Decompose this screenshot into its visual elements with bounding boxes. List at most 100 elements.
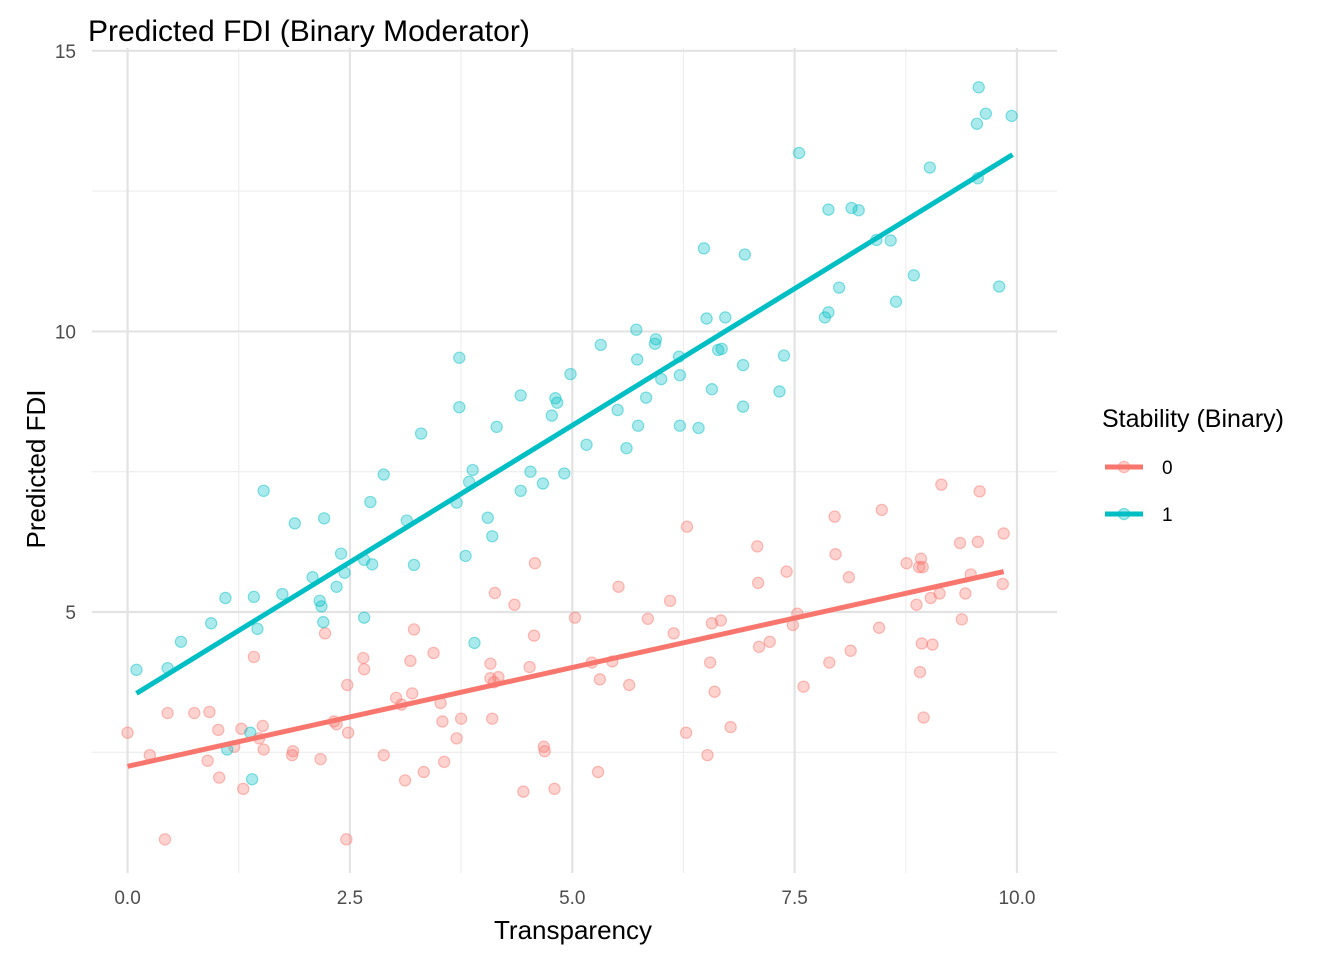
data-point-0 — [377, 748, 390, 762]
data-point-0 — [486, 712, 499, 725]
data-point-0 — [996, 577, 1009, 591]
data-point-1 — [414, 427, 428, 440]
data-point-0 — [900, 557, 913, 570]
data-point-1 — [736, 400, 750, 413]
data-point-1 — [564, 367, 577, 381]
data-point-0 — [257, 743, 270, 756]
data-point-0 — [714, 614, 728, 627]
data-point-1 — [673, 368, 687, 382]
data-point-0 — [913, 665, 927, 679]
data-point-0 — [971, 535, 985, 549]
data-point-1 — [736, 358, 750, 372]
data-point-0 — [357, 663, 371, 676]
data-point-0 — [663, 594, 677, 608]
legend-key-point — [1117, 507, 1131, 521]
data-point-0 — [407, 623, 421, 636]
data-point-1 — [773, 385, 786, 398]
data-point-0 — [201, 754, 214, 767]
data-point-1 — [649, 333, 663, 346]
data-point-1 — [549, 392, 562, 405]
data-point-0 — [751, 540, 764, 553]
data-point-1 — [738, 248, 752, 261]
data-point-1 — [631, 353, 644, 366]
data-point-0 — [924, 591, 937, 605]
data-point-0 — [341, 726, 355, 739]
data-point-1 — [580, 438, 593, 451]
data-point-0 — [926, 638, 939, 651]
data-point-1 — [377, 468, 390, 481]
data-point-1 — [334, 547, 348, 560]
data-point-1 — [514, 389, 527, 402]
y-axis-title: Predicted FDI — [21, 390, 51, 549]
data-point-0 — [955, 613, 969, 626]
data-point-1 — [453, 400, 466, 414]
data-point-0 — [763, 635, 776, 648]
data-point-0 — [256, 719, 269, 733]
x-tick-label: 2.5 — [337, 888, 363, 909]
data-point-0 — [829, 548, 842, 561]
data-point-0 — [842, 571, 856, 584]
data-point-1 — [818, 311, 832, 324]
data-point-1 — [545, 409, 559, 422]
data-point-0 — [953, 536, 967, 550]
data-point-1 — [453, 351, 466, 364]
data-point-0 — [593, 673, 607, 686]
data-point-0 — [285, 748, 299, 762]
data-point-1 — [970, 117, 984, 130]
data-point-0 — [780, 565, 793, 578]
data-point-0 — [454, 712, 468, 725]
data-point-0 — [188, 706, 201, 720]
data-point-0 — [121, 726, 134, 739]
data-point-1 — [705, 383, 719, 396]
data-point-1 — [639, 391, 653, 404]
data-point-1 — [288, 517, 301, 530]
data-point-0 — [591, 765, 605, 779]
data-point-1 — [884, 234, 897, 247]
legend-label: 0 — [1162, 458, 1173, 479]
data-point-1 — [257, 484, 270, 498]
data-point-1 — [972, 81, 985, 94]
data-point-0 — [508, 598, 521, 611]
data-point-0 — [612, 580, 625, 593]
data-point-0 — [357, 651, 370, 665]
data-point-1 — [466, 463, 479, 477]
data-point-0 — [959, 587, 972, 600]
data-point-0 — [523, 660, 536, 674]
data-point-1 — [481, 511, 494, 524]
legend-title: Stability (Binary) — [1102, 405, 1284, 433]
data-point-1 — [594, 338, 607, 352]
y-tick-label: 15 — [55, 42, 76, 63]
data-point-0 — [823, 656, 836, 669]
data-point-0 — [438, 755, 451, 769]
data-point-1 — [907, 269, 921, 282]
legend: Stability (Binary) 01 — [1102, 405, 1284, 526]
data-point-0 — [212, 723, 225, 737]
data-point-1 — [174, 635, 188, 648]
data-point-0 — [161, 706, 174, 720]
data-point-0 — [679, 726, 693, 739]
x-tick-label: 5.0 — [559, 888, 585, 909]
data-point-1 — [536, 477, 550, 490]
data-point-0 — [875, 503, 888, 517]
data-point-1 — [330, 580, 343, 593]
data-point-0 — [910, 598, 923, 611]
data-point-1 — [822, 203, 835, 216]
data-point-1 — [648, 337, 662, 350]
y-tick-label: 10 — [55, 322, 76, 343]
legend-entries: 01 — [1105, 458, 1173, 526]
data-point-1 — [490, 420, 503, 434]
data-point-1 — [357, 611, 371, 624]
data-point-1 — [524, 465, 537, 478]
data-point-1 — [631, 419, 645, 432]
data-point-0 — [436, 715, 449, 728]
fit-line-1 — [135, 152, 1014, 696]
y-axis-ticks: 5 10 15 — [55, 42, 76, 624]
data-point-0 — [872, 621, 886, 634]
x-axis-title: Transparency — [494, 915, 652, 945]
data-point-0 — [797, 680, 810, 693]
data-point-0 — [158, 833, 172, 846]
data-point-1 — [620, 441, 633, 455]
data-point-0 — [537, 740, 551, 753]
grid-lines — [92, 48, 1057, 873]
data-point-0 — [701, 748, 714, 762]
